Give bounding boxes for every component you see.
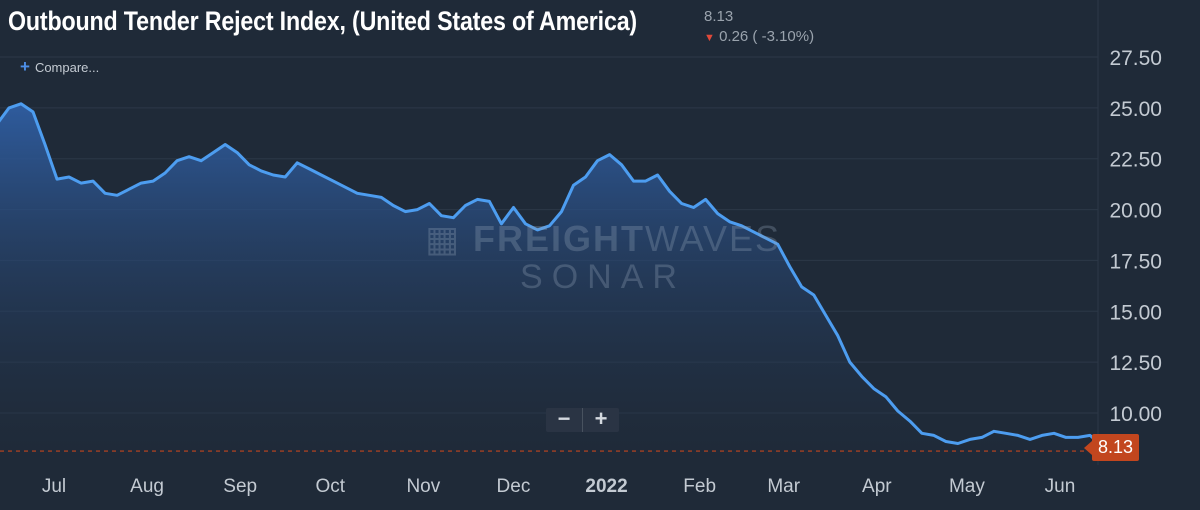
- x-tick-label: Oct: [315, 476, 345, 497]
- zoom-in-button[interactable]: +: [582, 408, 619, 432]
- zoom-out-button[interactable]: −: [557, 406, 571, 431]
- chart-title: Outbound Tender Reject Index, (United St…: [8, 6, 638, 36]
- y-tick-label: 17.50: [1109, 250, 1162, 273]
- y-axis-ticks: 10.00 12.50 15.00 17.50 20.00 22.50 25.00 27.50: [1109, 47, 1162, 426]
- change-value: 0.26 ( -3.10%): [719, 28, 815, 45]
- area-fill: [0, 103, 1102, 465]
- last-value: 8.13: [704, 8, 734, 25]
- change-indicator: ▼ 0.26 ( -3.10%): [704, 28, 814, 45]
- y-tick-label: 15.00: [1109, 301, 1162, 324]
- y-tick-label: 25.00: [1109, 98, 1162, 121]
- x-tick-label: Apr: [862, 476, 892, 497]
- x-tick-label: Aug: [130, 476, 164, 497]
- last-value-tag: 8.13: [1083, 434, 1140, 461]
- x-tick-label: Jul: [42, 476, 66, 497]
- x-tick-label: Sep: [223, 476, 257, 497]
- zoom-controls: − +: [546, 408, 619, 432]
- y-tick-label: 22.50: [1109, 149, 1162, 172]
- y-tick-label: 10.00: [1109, 403, 1162, 426]
- x-axis-ticks: Jul Aug Sep Oct Nov Dec 2022 Feb Mar Apr May Jun: [42, 476, 1075, 497]
- down-arrow-icon: ▼: [704, 32, 715, 44]
- x-tick-label: Mar: [767, 476, 800, 497]
- x-tick-label: May: [949, 476, 985, 497]
- x-tick-label: 2022: [585, 476, 627, 497]
- x-tick-label: Feb: [683, 476, 716, 497]
- x-tick-label: Nov: [406, 476, 440, 497]
- plus-icon: +: [20, 57, 30, 76]
- compare-button[interactable]: + Compare...: [20, 57, 99, 77]
- compare-label: Compare...: [34, 60, 100, 75]
- x-tick-label: Jun: [1045, 476, 1076, 497]
- x-tick-label: Dec: [497, 476, 531, 497]
- y-tick-label: 12.50: [1109, 352, 1162, 375]
- series-line: [0, 102, 1103, 447]
- y-tick-label: 20.00: [1109, 200, 1162, 223]
- y-tick-label: 27.50: [1109, 47, 1162, 70]
